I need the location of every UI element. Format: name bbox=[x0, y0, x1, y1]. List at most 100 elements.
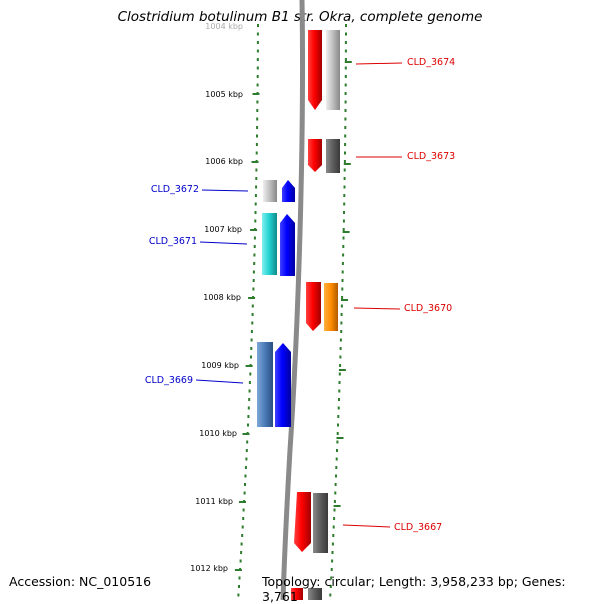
gene-feature-box bbox=[257, 342, 273, 427]
gene-label-cld-3669: CLD_3669 bbox=[145, 375, 193, 386]
scale-tick-minor bbox=[339, 355, 342, 359]
gene-cld-3670[interactable] bbox=[306, 282, 338, 331]
scale-label: 1004 kbp bbox=[205, 22, 243, 31]
scale-tick-minor bbox=[343, 168, 346, 172]
gene-label-cld-3674: CLD_3674 bbox=[407, 57, 455, 68]
scale-tick-major bbox=[344, 61, 352, 63]
scale-tick-major bbox=[333, 505, 341, 507]
scale-tick-minor bbox=[239, 559, 242, 563]
scale-tick-minor bbox=[237, 593, 240, 597]
scale-tick-major bbox=[248, 297, 256, 299]
scale-tick-minor bbox=[342, 236, 345, 240]
scale-tick-minor bbox=[256, 75, 259, 78]
scale-tick-minor bbox=[251, 313, 254, 316]
scale-tick-minor bbox=[253, 262, 256, 265]
gene-cld-3673[interactable] bbox=[308, 139, 340, 173]
scale-tick-minor bbox=[247, 415, 250, 418]
scale-tick-minor bbox=[333, 500, 336, 503]
scale-tick-minor bbox=[243, 491, 246, 495]
gene-feature-box bbox=[324, 283, 338, 331]
scale-tick-minor bbox=[253, 253, 256, 257]
gene-label-cld-3667: CLD_3667 bbox=[394, 522, 442, 533]
scale-tick-minor bbox=[344, 92, 347, 95]
scale-tick-minor bbox=[336, 432, 339, 435]
scale-tick-minor bbox=[343, 202, 346, 206]
scale-tick-minor bbox=[338, 372, 341, 376]
scale-tick-minor bbox=[245, 457, 248, 461]
scale-tick-minor bbox=[343, 194, 346, 197]
gene-feature-box bbox=[326, 30, 340, 110]
scale-tick-minor bbox=[343, 211, 345, 214]
scale-tick-minor bbox=[344, 134, 347, 138]
scale-tick-minor bbox=[343, 160, 346, 163]
scale-tick-minor bbox=[334, 491, 337, 495]
scale-tick-minor bbox=[254, 202, 257, 206]
scale-label: 1008 kbp bbox=[203, 293, 241, 302]
scale-tick-minor bbox=[338, 381, 341, 384]
scale-tick-minor bbox=[338, 389, 341, 393]
scale-tick-minor bbox=[330, 576, 333, 580]
gene-label-cld-3670: CLD_3670 bbox=[404, 303, 452, 314]
scale-tick-minor bbox=[247, 423, 249, 427]
scale-tick-major bbox=[245, 365, 253, 367]
gene-cld-3667[interactable] bbox=[294, 492, 328, 553]
scale-tick-minor bbox=[331, 559, 334, 563]
scale-tick-minor bbox=[333, 517, 336, 520]
gene-cld-3674[interactable] bbox=[308, 30, 340, 110]
scale-tick-major bbox=[234, 569, 242, 571]
gene-label-cld-3673: CLD_3673 bbox=[407, 151, 455, 162]
scale-tick-major bbox=[336, 437, 344, 439]
scale-tick-minor bbox=[331, 542, 334, 546]
scale-tick-minor bbox=[242, 508, 245, 512]
scale-tick-minor bbox=[250, 347, 253, 350]
scale-tick-minor bbox=[256, 109, 259, 112]
scale-label: 1005 kbp bbox=[205, 90, 243, 99]
scale-tick-minor bbox=[345, 24, 347, 27]
scale-tick-minor bbox=[341, 262, 344, 265]
scale-tick-minor bbox=[254, 219, 257, 223]
scale-tick-minor bbox=[252, 279, 255, 282]
scale-label: 1012 kbp bbox=[190, 564, 228, 573]
scale-tick-minor bbox=[344, 109, 347, 112]
scale-tick-minor bbox=[238, 576, 241, 580]
scale-tick-minor bbox=[340, 321, 343, 325]
scale-tick-minor bbox=[337, 415, 340, 418]
scale-tick-major bbox=[250, 229, 258, 231]
scale-tick-minor bbox=[256, 83, 259, 87]
gene-cld-3671[interactable] bbox=[262, 213, 295, 276]
scale-tick-major bbox=[239, 501, 246, 503]
scale-label: 1010 kbp bbox=[199, 429, 237, 438]
scale-tick-minor bbox=[241, 525, 244, 529]
gene-cld-3672[interactable] bbox=[263, 180, 295, 202]
scale-tick-minor bbox=[256, 49, 259, 53]
gene-feature-box bbox=[262, 213, 277, 275]
scale-tick-minor bbox=[253, 236, 256, 240]
scale-tick-minor bbox=[344, 117, 347, 121]
scale-tick-minor bbox=[331, 551, 334, 554]
scale-tick-minor bbox=[335, 457, 338, 461]
scale-tick-minor bbox=[342, 253, 345, 257]
scale-tick-major bbox=[252, 93, 260, 95]
scale-label: 1011 kbp bbox=[195, 497, 233, 506]
scale-tick-minor bbox=[339, 338, 342, 342]
scale-tick-minor bbox=[344, 49, 347, 53]
scale-tick-minor bbox=[341, 287, 344, 291]
scale-tick-minor bbox=[337, 423, 339, 427]
gene-arrow bbox=[294, 492, 311, 552]
scale-tick-minor bbox=[252, 270, 255, 274]
gene-arrow bbox=[308, 139, 322, 172]
scale-tick-minor bbox=[240, 542, 243, 546]
scale-tick-minor bbox=[332, 525, 335, 529]
scale-tick-minor bbox=[344, 66, 347, 70]
gene-arrow bbox=[282, 180, 295, 202]
gene-cld-3669[interactable] bbox=[257, 342, 291, 427]
scale-tick-minor bbox=[244, 474, 247, 478]
scale-tick-minor bbox=[254, 194, 257, 197]
scale-tick-minor bbox=[248, 381, 251, 384]
scale-tick-minor bbox=[344, 100, 347, 104]
scale-tick-minor bbox=[255, 151, 258, 155]
scale-tick-minor bbox=[254, 211, 257, 214]
scale-tick-minor bbox=[256, 126, 259, 129]
scale-tick-minor bbox=[250, 355, 252, 359]
scale-tick-minor bbox=[246, 440, 249, 444]
